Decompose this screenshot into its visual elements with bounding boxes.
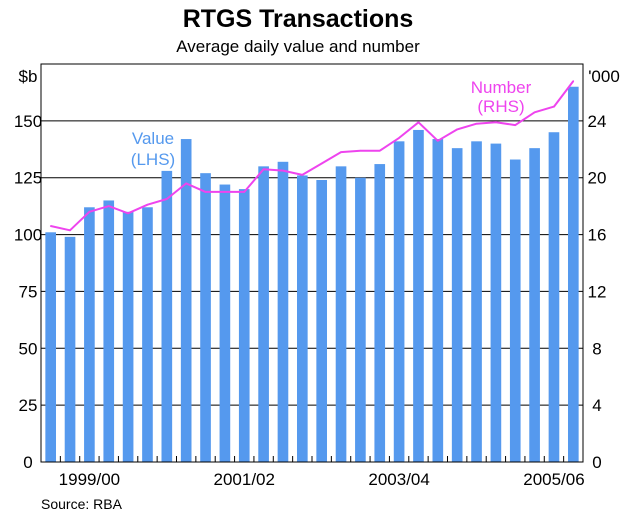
left-axis-unit: $b: [19, 67, 38, 86]
number-point: [185, 182, 187, 185]
value-bar: [316, 179, 328, 462]
left-tick-label: 150: [14, 112, 42, 131]
value-series-label: Value: [132, 129, 174, 148]
source-note: Source: RBA: [41, 496, 123, 512]
right-tick-label: 8: [592, 339, 601, 358]
x-tick-label: 2001/02: [214, 470, 275, 489]
right-axis-unit: '000: [588, 67, 620, 86]
number-series-label: (RHS): [477, 97, 524, 116]
value-bar: [142, 207, 153, 462]
right-tick-label: 0: [592, 453, 601, 472]
number-series-label: Number: [471, 78, 532, 97]
value-bar: [471, 141, 482, 462]
right-tick-label: 24: [588, 112, 607, 131]
number-point: [340, 151, 342, 153]
value-bar: [219, 184, 231, 462]
left-tick-label: 75: [19, 282, 38, 301]
number-point: [398, 137, 400, 139]
value-bar: [180, 139, 192, 462]
number-point: [378, 149, 381, 152]
number-point: [49, 225, 52, 227]
number-point: [204, 191, 207, 193]
number-point: [359, 149, 362, 152]
value-bar: [393, 141, 405, 462]
value-bar: [296, 175, 308, 462]
number-point: [437, 139, 439, 142]
left-tick-label: 125: [14, 169, 42, 188]
value-series-label: (LHS): [131, 150, 175, 169]
number-point: [301, 174, 304, 176]
value-bar: [161, 170, 173, 463]
left-tick-label: 25: [19, 396, 38, 415]
value-bar: [355, 177, 366, 462]
number-point: [166, 198, 168, 200]
value-bar: [45, 232, 57, 462]
number-point: [107, 205, 110, 207]
value-bar: [490, 143, 502, 462]
value-bar: [529, 148, 540, 463]
left-tick-label: 50: [19, 339, 38, 358]
value-bar: [103, 200, 115, 462]
number-point: [243, 191, 246, 193]
value-bar: [413, 129, 424, 462]
chart-subtitle: Average daily value and number: [176, 37, 420, 56]
left-tick-label: 100: [14, 226, 42, 245]
value-bar: [374, 164, 386, 462]
x-axis-ticks: 1999/00 2001/02 2003/04 2005/06: [59, 456, 585, 489]
number-point: [88, 211, 91, 213]
value-bar: [122, 211, 134, 462]
value-bar: [200, 173, 211, 462]
x-tick-label: 2005/06: [523, 470, 584, 489]
gridlines: [41, 120, 583, 406]
value-bar: [335, 166, 347, 463]
value-bars: [45, 86, 579, 463]
number-point: [553, 105, 555, 108]
value-bar: [432, 139, 444, 462]
left-axis-ticks: 0 25 50 75 100 125 150: [14, 112, 42, 472]
right-tick-label: 20: [588, 169, 607, 188]
number-point: [320, 162, 323, 165]
x-tick-label: 1999/00: [59, 470, 120, 489]
right-tick-label: 16: [588, 226, 607, 245]
right-tick-label: 12: [588, 282, 607, 301]
number-point: [127, 212, 129, 215]
number-series-line: [50, 80, 575, 232]
x-tick-label: 2003/04: [368, 470, 429, 489]
series-labels: Value (LHS) Number(RHS): [131, 78, 532, 169]
right-tick-label: 4: [592, 396, 601, 415]
number-point: [417, 121, 420, 124]
number-point: [456, 128, 458, 131]
number-point: [514, 124, 517, 126]
number-line: [49, 80, 575, 232]
number-point: [475, 122, 478, 125]
value-bar: [258, 166, 269, 463]
value-bar: [64, 236, 76, 462]
number-point: [146, 203, 149, 206]
value-bar: [84, 207, 95, 462]
value-bar: [548, 132, 560, 462]
number-point: [262, 168, 265, 170]
number-point: [69, 229, 71, 232]
value-bar: [509, 159, 521, 462]
number-point: [282, 169, 284, 172]
number-point: [572, 80, 575, 82]
value-bar: [238, 189, 250, 463]
number-point: [495, 121, 497, 124]
chart-title: RTGS Transactions: [183, 5, 414, 33]
number-point: [533, 111, 536, 114]
value-bar: [567, 86, 579, 462]
value-bar: [277, 161, 289, 462]
right-axis-ticks: 0 4 8 12 16 20 24: [588, 112, 607, 472]
value-bar: [451, 148, 463, 463]
number-point: [224, 191, 226, 193]
left-tick-label: 0: [23, 453, 32, 472]
